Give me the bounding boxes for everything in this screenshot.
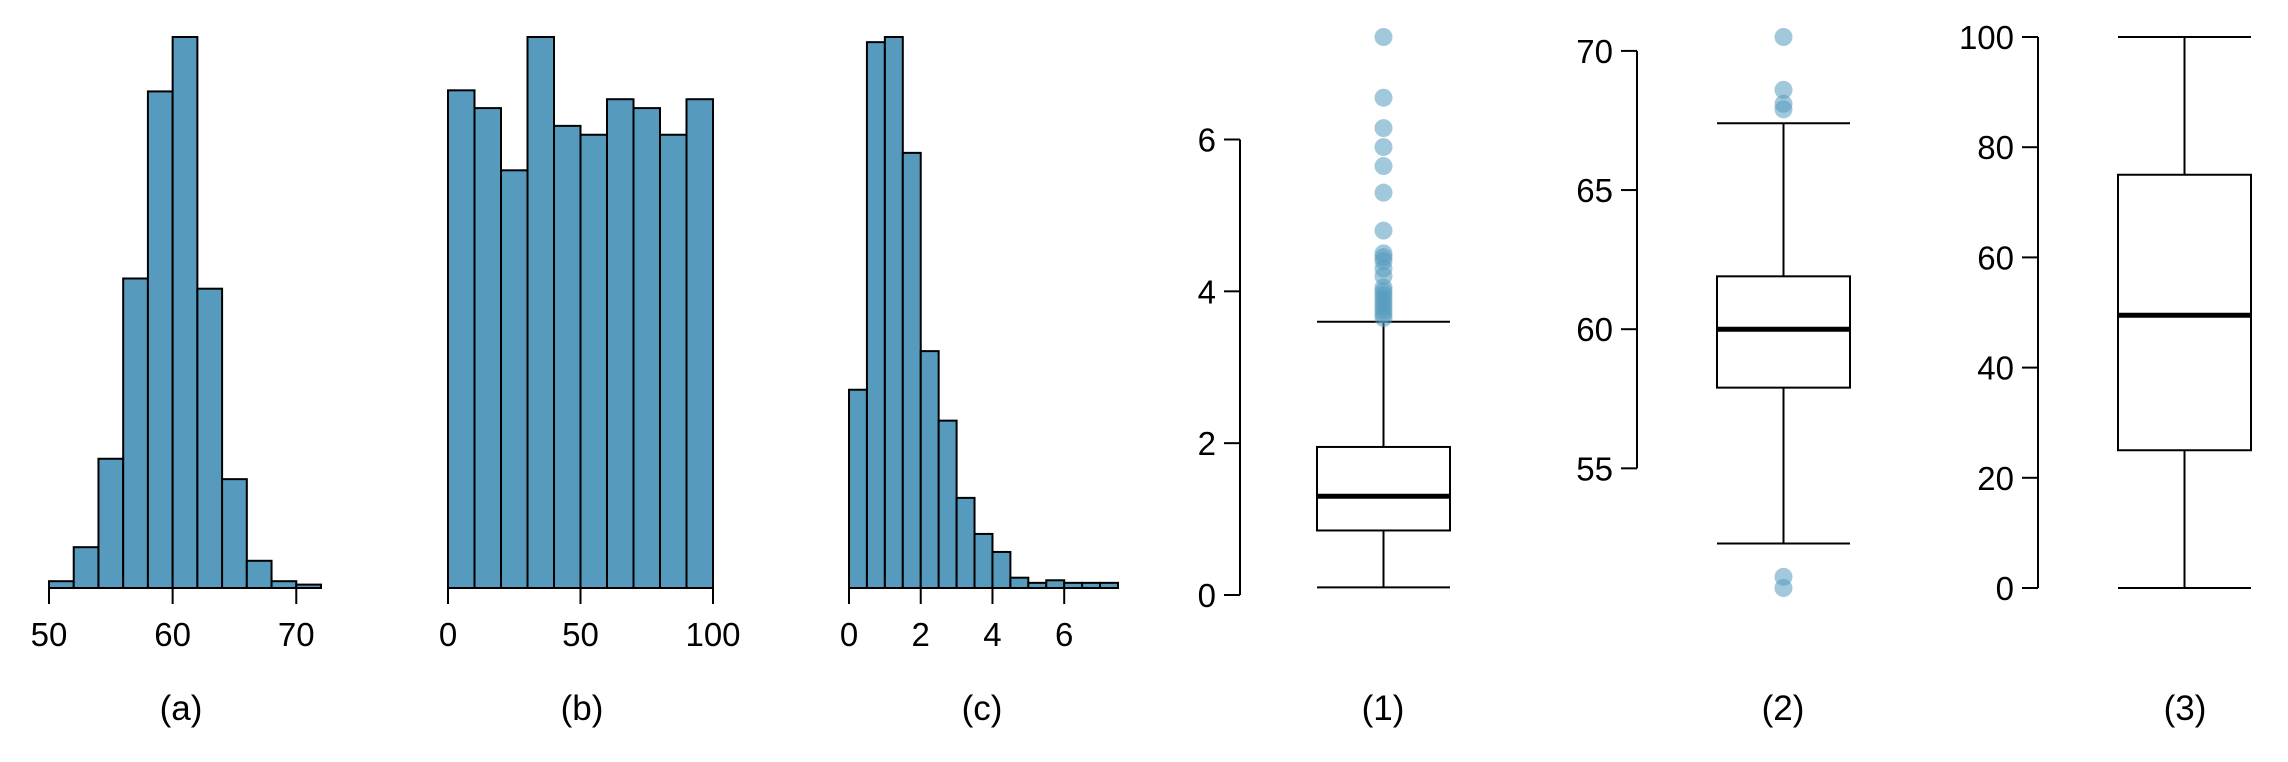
hist-b-panel: 0 50 100 (b) bbox=[439, 36, 741, 728]
hist-c-bar bbox=[1045, 579, 1066, 589]
box-2-iqr-box bbox=[1716, 275, 1851, 389]
hist-c-x-tick-label: 4 bbox=[983, 616, 1001, 653]
hist-c-bar bbox=[1063, 581, 1084, 589]
hist-b-panel-label: (b) bbox=[561, 689, 604, 728]
box-2-outlier-point bbox=[1774, 567, 1793, 586]
hist-a-bar bbox=[270, 580, 298, 589]
hist-c-x-tick-label: 0 bbox=[840, 616, 858, 653]
hist-a-bar bbox=[245, 559, 273, 589]
box-1-y-tick-label: 4 bbox=[1198, 273, 1216, 310]
box-1-outlier-point bbox=[1374, 183, 1393, 202]
hist-a-panel: 50 60 70 (a) bbox=[31, 36, 323, 728]
hist-c-bar bbox=[865, 41, 886, 589]
hist-a-bar bbox=[97, 457, 125, 589]
box-3-y-tick-label: 0 bbox=[1996, 570, 2014, 607]
box-3-iqr-box bbox=[2117, 173, 2252, 452]
hist-c-bar bbox=[1081, 581, 1102, 589]
box-1-outlier-point bbox=[1374, 28, 1393, 46]
box-2-outlier-point bbox=[1774, 94, 1793, 113]
hist-a-panel-label: (a) bbox=[160, 689, 203, 728]
box-3-y-tick-label: 60 bbox=[1977, 239, 2014, 276]
box-3-y-tick-label: 80 bbox=[1977, 129, 2014, 166]
hist-b-x-tick-label: 0 bbox=[439, 616, 457, 653]
box-2-y-tick-label: 70 bbox=[1576, 33, 1613, 70]
box-1-iqr-box bbox=[1316, 445, 1451, 532]
hist-c-bar bbox=[937, 419, 958, 590]
hist-b-bar bbox=[606, 98, 635, 589]
box-1-y-tick-label: 2 bbox=[1198, 425, 1216, 462]
box-2-outlier-point bbox=[1774, 80, 1793, 99]
hist-a-x-tick-label: 50 bbox=[31, 616, 68, 653]
hist-b-bar bbox=[579, 133, 608, 590]
hist-c-bar bbox=[991, 550, 1012, 589]
hist-a-bar bbox=[146, 90, 174, 590]
box-3-y-tick-label: 20 bbox=[1977, 460, 2014, 497]
hist-b-bar bbox=[685, 98, 714, 589]
hist-b-x-tick-label: 100 bbox=[685, 616, 740, 653]
hist-b-bar bbox=[500, 169, 529, 589]
box-2-panel-label: (2) bbox=[1762, 689, 1805, 728]
box-3-panel: 0 20 40 60 80 100 (3) bbox=[1959, 19, 2252, 728]
hist-c-bar bbox=[901, 151, 922, 590]
box-1-outlier-point bbox=[1374, 157, 1393, 176]
hist-c-bar bbox=[883, 36, 904, 589]
hist-b-bar bbox=[553, 124, 582, 589]
hist-a-bar bbox=[221, 478, 248, 589]
hist-c-bar bbox=[955, 496, 976, 589]
box-1-outlier-point bbox=[1374, 244, 1393, 263]
hist-b-x-tick-label: 50 bbox=[562, 616, 599, 653]
hist-b-bar bbox=[447, 89, 476, 590]
hist-c-bar bbox=[1009, 576, 1030, 589]
box-1-outlier-point bbox=[1374, 138, 1393, 157]
hist-b-bar bbox=[526, 36, 555, 589]
box-1-y-tick-label: 0 bbox=[1198, 577, 1216, 614]
box-1-outlier-point bbox=[1374, 221, 1393, 240]
hist-c-x-tick-label: 6 bbox=[1055, 616, 1073, 653]
hist-a-x-tick-label: 60 bbox=[154, 616, 191, 653]
hist-c-panel-label: (c) bbox=[962, 689, 1003, 728]
box-2-panel: 55 60 65 70 (2) bbox=[1576, 28, 1851, 728]
hist-c-bar bbox=[973, 532, 994, 590]
box-2-outlier-point bbox=[1774, 28, 1793, 46]
box-2-y-tick-label: 65 bbox=[1576, 172, 1613, 209]
box-1-outlier-point bbox=[1374, 88, 1393, 107]
hist-c-bar bbox=[848, 388, 868, 589]
box-2-y-tick-label: 60 bbox=[1576, 311, 1613, 348]
hist-b-bar bbox=[473, 107, 502, 589]
hist-a-bar bbox=[72, 546, 100, 589]
box-1-outlier-point bbox=[1374, 119, 1393, 138]
hist-c-panel: 0 2 4 6 (c) bbox=[840, 36, 1119, 728]
box-1-y-tick-label: 6 bbox=[1198, 121, 1216, 158]
hist-a-bar bbox=[171, 36, 199, 589]
hist-a-bar bbox=[295, 583, 323, 589]
hist-a-bar bbox=[196, 287, 224, 589]
box-3-y-tick-label: 100 bbox=[1959, 19, 2014, 56]
box-3-panel-label: (3) bbox=[2164, 689, 2207, 728]
box-1-panel-label: (1) bbox=[1362, 689, 1405, 728]
hist-a-bar bbox=[122, 277, 149, 589]
hist-b-bar bbox=[632, 107, 661, 589]
hist-c-bar bbox=[1099, 581, 1119, 589]
box-3-y-tick-label: 40 bbox=[1977, 350, 2014, 387]
hist-b-bar bbox=[659, 133, 688, 590]
box-1-panel: 0 2 4 6 (1) bbox=[1198, 28, 1451, 728]
hist-a-x-tick-label: 70 bbox=[278, 616, 315, 653]
hist-c-x-tick-label: 2 bbox=[912, 616, 930, 653]
box-2-y-tick-label: 55 bbox=[1576, 450, 1613, 487]
hist-c-bar bbox=[919, 350, 940, 589]
hist-a-bar bbox=[48, 580, 75, 589]
